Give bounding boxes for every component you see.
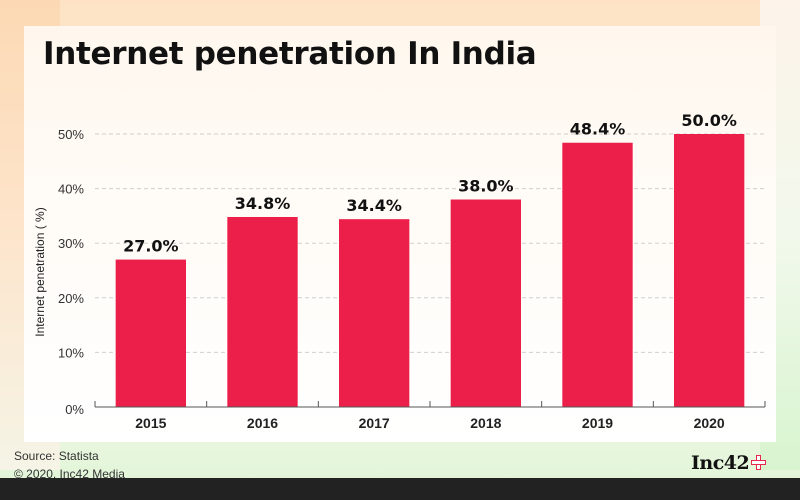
data-label: 38.0%	[458, 177, 514, 196]
chart-title: Internet penetration In India	[43, 36, 537, 72]
data-label: 50.0%	[681, 111, 737, 130]
plus-icon	[751, 455, 767, 471]
bar-2017	[338, 219, 410, 407]
y-tick-label: 0%	[65, 402, 84, 417]
footer-credits: Source: Statista © 2020, Inc42 Media	[14, 447, 125, 483]
logo-text: Inc42	[691, 452, 750, 474]
x-axis: 2015 2016 2017 2018 2019 2020	[94, 401, 766, 431]
bar-2020	[673, 134, 745, 407]
bar-2018	[450, 199, 522, 407]
y-tick-label: 10%	[58, 345, 84, 360]
x-tick-label: 2019	[582, 415, 613, 431]
bar-2016	[227, 216, 298, 407]
bar-2019	[562, 142, 633, 407]
x-tick-label: 2016	[247, 415, 278, 431]
y-tick-label: 40%	[58, 182, 84, 197]
y-axis-label: Internet penetration ( %)	[33, 207, 47, 336]
bar-2015	[115, 259, 187, 407]
bars	[115, 134, 745, 407]
x-tick-label: 2015	[135, 415, 166, 431]
data-label: 34.8%	[235, 194, 291, 213]
copyright-text: © 2020, Inc42 Media	[14, 467, 125, 481]
data-label: 48.4%	[570, 120, 626, 139]
gridlines	[95, 133, 765, 353]
y-axis-ticks: 0% 10% 20% 30% 40% 50%	[58, 127, 84, 417]
inc42-logo: Inc42	[691, 452, 767, 474]
y-tick-label: 30%	[58, 236, 84, 251]
x-tick-label: 2018	[470, 415, 501, 431]
x-tick-label: 2020	[694, 415, 725, 431]
bottom-bar	[0, 478, 800, 500]
y-tick-label: 20%	[58, 291, 84, 306]
data-label: 34.4%	[346, 196, 402, 215]
y-tick-label: 50%	[58, 127, 84, 142]
data-label: 27.0%	[123, 237, 179, 256]
data-labels: 27.0% 34.8% 34.4% 38.0% 48.4% 50.0%	[123, 111, 737, 256]
x-tick-label: 2017	[359, 415, 390, 431]
source-text: Source: Statista	[14, 449, 99, 463]
